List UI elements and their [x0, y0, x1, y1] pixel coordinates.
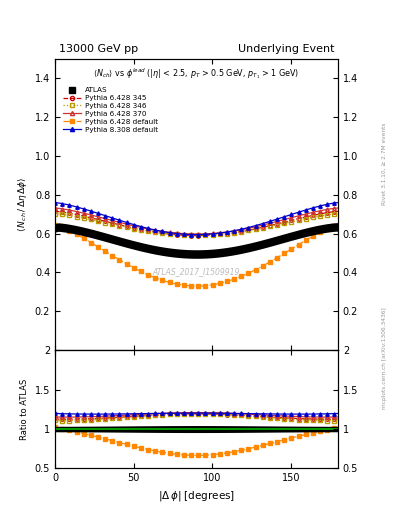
Y-axis label: Ratio to ATLAS: Ratio to ATLAS: [20, 379, 29, 440]
Text: Underlying Event: Underlying Event: [237, 44, 334, 54]
Text: ATLAS_2017_I1509919: ATLAS_2017_I1509919: [153, 267, 240, 276]
Text: 13000 GeV pp: 13000 GeV pp: [59, 44, 138, 54]
Text: mcplots.cern.ch [arXiv:1306.3436]: mcplots.cern.ch [arXiv:1306.3436]: [382, 308, 387, 409]
Y-axis label: $\langle\,N_{ch}\,/\,\Delta\eta\,\Delta\phi\rangle$: $\langle\,N_{ch}\,/\,\Delta\eta\,\Delta\…: [16, 177, 29, 232]
Legend: ATLAS, Pythia 6.428 345, Pythia 6.428 346, Pythia 6.428 370, Pythia 6.428 defaul: ATLAS, Pythia 6.428 345, Pythia 6.428 34…: [61, 86, 159, 134]
Text: $\langle N_{ch}\rangle$ vs $\phi^{lead}$ ($|\eta|$ < 2.5, $p_T$ > 0.5 GeV, $p_{T: $\langle N_{ch}\rangle$ vs $\phi^{lead}$…: [93, 66, 300, 81]
Text: Rivet 3.1.10, ≥ 2.7M events: Rivet 3.1.10, ≥ 2.7M events: [382, 122, 387, 205]
X-axis label: $|\Delta\,\phi|$ [degrees]: $|\Delta\,\phi|$ [degrees]: [158, 489, 235, 503]
